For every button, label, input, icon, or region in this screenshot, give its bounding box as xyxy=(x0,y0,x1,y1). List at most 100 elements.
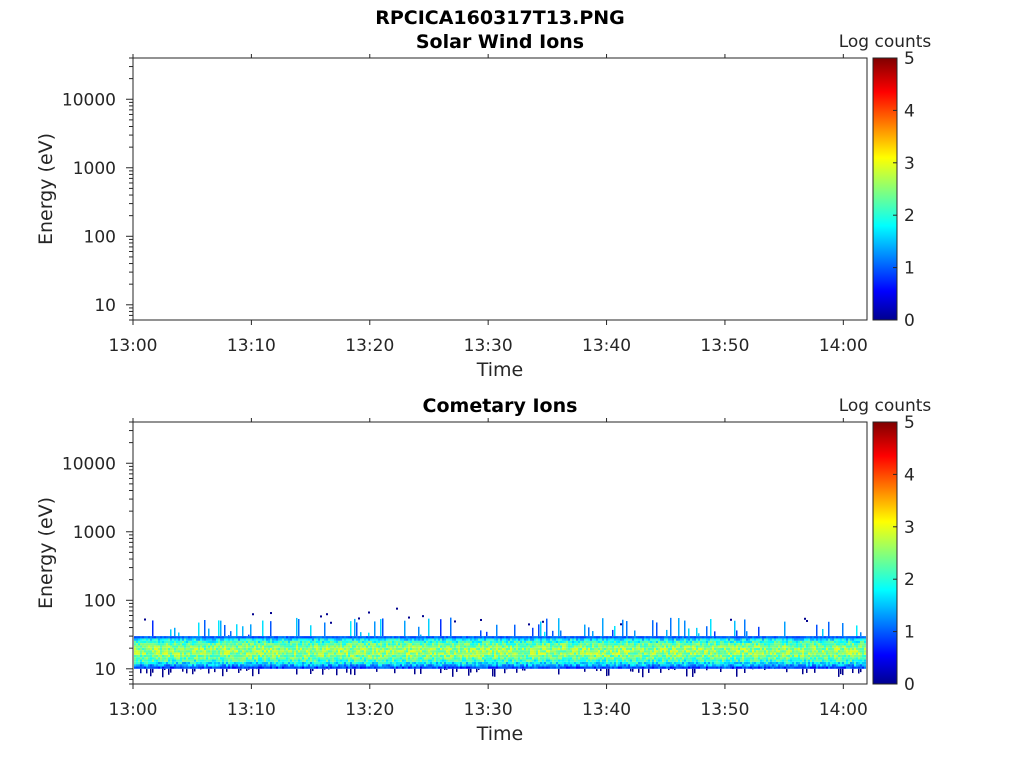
heatmap-cell xyxy=(656,640,658,644)
heatmap-cell xyxy=(682,643,684,646)
heatmap-cell xyxy=(330,652,332,655)
heatmap-cell xyxy=(154,664,156,667)
heatmap-cell xyxy=(268,664,270,667)
heatmap-cell xyxy=(252,613,254,616)
heatmap-cell xyxy=(316,645,318,648)
heatmap-cell xyxy=(234,640,236,644)
heatmap-cell xyxy=(418,645,420,648)
heatmap-cell xyxy=(248,638,250,641)
heatmap-cell xyxy=(244,654,246,658)
heatmap-cell xyxy=(440,619,442,637)
heatmap-cell xyxy=(692,664,694,667)
heatmap-cell xyxy=(378,636,380,639)
heatmap-cell xyxy=(734,661,736,665)
heatmap-cell xyxy=(670,652,672,655)
heatmap-cell xyxy=(550,647,552,651)
heatmap-cell xyxy=(710,650,712,653)
heatmap-cell xyxy=(252,661,254,665)
heatmap-cell xyxy=(576,636,578,639)
heatmap-cell xyxy=(308,638,310,641)
heatmap-cell xyxy=(460,638,462,641)
heatmap-cell xyxy=(806,659,808,662)
heatmap-cell xyxy=(518,650,520,653)
heatmap-cell xyxy=(138,640,140,644)
heatmap-cell xyxy=(660,645,662,648)
heatmap-cell xyxy=(456,645,458,648)
heatmap-cell xyxy=(226,650,228,653)
heatmap-cell xyxy=(664,638,666,641)
heatmap-cell xyxy=(258,643,260,646)
heatmap-cell xyxy=(236,661,238,665)
heatmap-cell xyxy=(672,638,674,641)
heatmap-cell xyxy=(508,664,510,667)
heatmap-cell xyxy=(256,636,258,639)
heatmap-cell xyxy=(182,661,184,665)
heatmap-cell xyxy=(574,647,576,651)
heatmap-cell xyxy=(230,647,232,651)
heatmap-cell xyxy=(772,661,774,665)
heatmap-cell xyxy=(452,668,454,677)
heatmap-cell xyxy=(470,645,472,648)
heatmap-cell xyxy=(192,664,194,667)
heatmap-cell xyxy=(362,650,364,653)
colorbar-tick-label: 2 xyxy=(904,206,915,226)
heatmap-cell xyxy=(768,643,770,646)
heatmap-cell xyxy=(390,661,392,665)
heatmap-cell xyxy=(428,638,430,641)
heatmap-cell xyxy=(794,640,796,644)
heatmap-cell xyxy=(440,664,442,667)
heatmap-cell xyxy=(172,659,174,662)
heatmap-cell xyxy=(540,647,542,651)
heatmap-cell xyxy=(704,661,706,665)
heatmap-cell xyxy=(304,659,306,662)
heatmap-cell xyxy=(408,661,410,665)
heatmap-cell xyxy=(704,664,706,667)
heatmap-cell xyxy=(452,659,454,662)
heatmap-cell xyxy=(578,661,580,665)
heatmap-cell xyxy=(598,659,600,662)
heatmap-cell xyxy=(502,645,504,648)
heatmap-cell xyxy=(634,638,636,641)
heatmap-cell xyxy=(666,652,668,655)
heatmap-cell xyxy=(418,657,420,660)
heatmap-cell xyxy=(416,661,418,665)
heatmap-cell xyxy=(684,640,686,644)
heatmap-cell xyxy=(542,620,544,623)
heatmap-cell xyxy=(168,652,170,655)
heatmap-cell xyxy=(562,652,564,655)
heatmap-cell xyxy=(260,652,262,655)
heatmap-cell xyxy=(646,666,648,669)
heatmap-cell xyxy=(456,652,458,655)
heatmap-cell xyxy=(474,657,476,660)
heatmap-cell xyxy=(144,664,146,667)
heatmap-cell xyxy=(792,659,794,662)
heatmap-cell xyxy=(418,664,420,667)
heatmap-cell xyxy=(282,666,284,669)
heatmap-cell xyxy=(216,664,218,667)
heatmap-cell xyxy=(274,652,276,655)
heatmap-cell xyxy=(594,661,596,665)
heatmap-cell xyxy=(778,636,780,639)
heatmap-cell xyxy=(612,654,614,658)
heatmap-cell xyxy=(400,661,402,665)
heatmap-cell xyxy=(192,666,194,669)
heatmap-cell xyxy=(212,647,214,651)
heatmap-cell xyxy=(582,664,584,667)
heatmap-cell xyxy=(360,643,362,646)
heatmap-cell xyxy=(762,645,764,648)
heatmap-cell xyxy=(522,666,524,669)
heatmap-cell xyxy=(798,652,800,655)
heatmap-cell xyxy=(588,664,590,667)
heatmap-cell xyxy=(722,652,724,655)
heatmap-cell xyxy=(328,640,330,644)
heatmap-cell xyxy=(370,636,372,639)
heatmap-cell xyxy=(286,645,288,648)
heatmap-cell xyxy=(258,661,260,665)
heatmap-cell xyxy=(174,627,176,637)
heatmap-cell xyxy=(258,636,260,639)
heatmap-cell xyxy=(712,650,714,653)
heatmap-cell xyxy=(158,647,160,651)
heatmap-cell xyxy=(286,664,288,667)
heatmap-cell xyxy=(534,664,536,667)
heatmap-cell xyxy=(192,657,194,660)
